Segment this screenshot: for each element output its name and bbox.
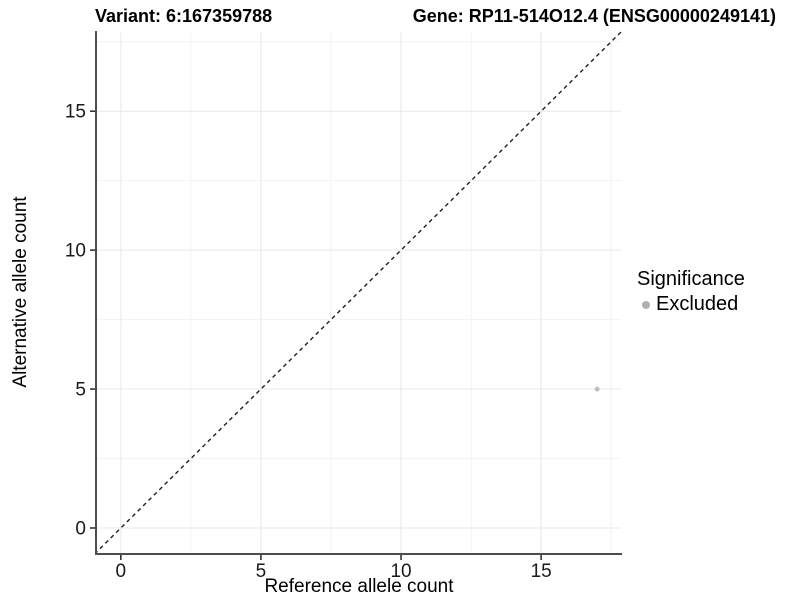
y-axis-title: Alternative allele count [10, 196, 31, 388]
y-tick-label: 0 [75, 518, 86, 539]
legend-item-excluded: Excluded [637, 293, 745, 316]
y-tick-label: 15 [65, 102, 86, 123]
y-tick-label: 10 [65, 241, 86, 262]
y-tick-label: 5 [75, 380, 86, 401]
x-axis-title: Reference allele count [264, 576, 454, 597]
gene-title: Gene: RP11-514O12.4 (ENSG00000249141) [412, 6, 776, 26]
x-tick-label: 0 [116, 561, 127, 582]
legend-title: Significance [637, 268, 745, 290]
identity-dashed-line [96, 31, 622, 554]
legend: Significance Excluded [637, 268, 745, 316]
excluded-point-icon [642, 300, 650, 309]
x-tick-label: 10 [390, 561, 411, 582]
legend-item-label: Excluded [656, 293, 739, 315]
x-tick-label: 5 [256, 561, 267, 582]
variant-title: Variant: 6:167359788 [95, 6, 273, 26]
x-tick-label: 15 [531, 561, 552, 582]
data-point [594, 386, 600, 392]
